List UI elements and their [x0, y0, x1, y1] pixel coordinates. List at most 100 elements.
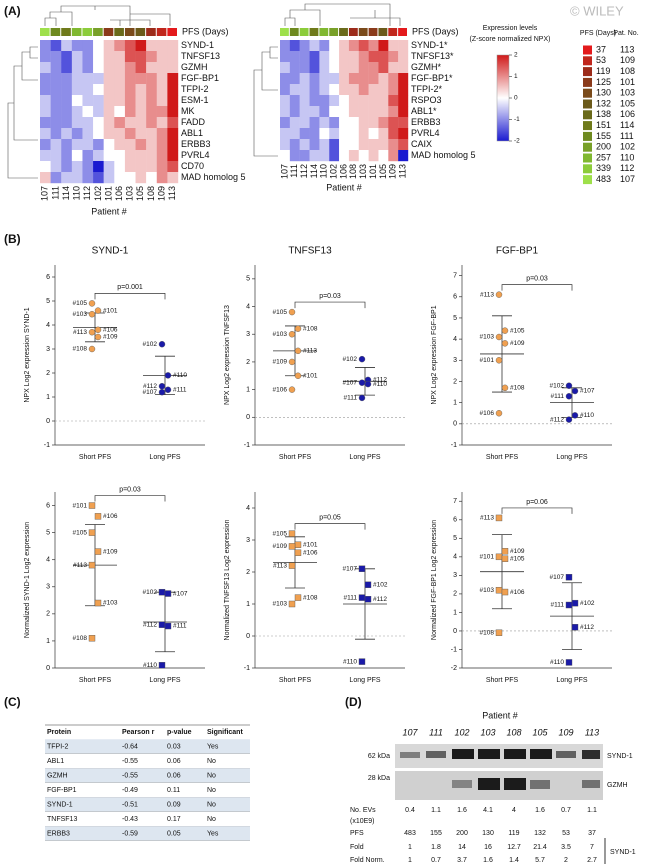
significance-bracket [294, 301, 366, 309]
colorbar-tick-label: 0 [514, 95, 518, 102]
row-label: GZMH* [411, 62, 441, 72]
heatmap-cell [40, 40, 51, 52]
heatmap-cell [93, 73, 104, 85]
heatmap-cell [299, 84, 310, 96]
table-header: Significant [207, 729, 243, 736]
table-cell: No [207, 801, 216, 808]
point-label: #108 [303, 325, 318, 332]
y-tick-label: 0 [453, 421, 457, 428]
x-axis-label: Patient # [326, 182, 362, 192]
point-label: #110 [173, 372, 187, 379]
point-label: #102 [143, 341, 158, 348]
legend-pfs: 257 [596, 152, 611, 162]
y-axis-label: Normalized SYND-1 Log2 expression [24, 522, 31, 638]
row-label: No. EVs [350, 807, 376, 814]
heatmap-cell [71, 128, 83, 140]
x-tick-label: Long PFS [556, 454, 587, 461]
heatmap-cell [329, 117, 340, 129]
heatmap-cell [146, 95, 157, 107]
heatmap-cell [40, 128, 51, 140]
heatmap-cell [339, 73, 350, 85]
heatmap-cell [71, 161, 83, 173]
heatmap-cell [103, 84, 115, 96]
heatmap-cell [329, 150, 340, 162]
point-label: #102 [343, 356, 358, 363]
column-label: 111 [50, 186, 60, 200]
heatmap-cell [358, 117, 369, 129]
heatmap-cell [280, 84, 291, 96]
x-axis-label: Patient # [482, 710, 518, 720]
heatmap-cell [368, 51, 379, 63]
data-point [501, 384, 509, 392]
heatmap-cell [93, 150, 104, 162]
row-label: Fold [350, 844, 364, 851]
heatmap-cell [61, 40, 73, 52]
heatmap-cell [358, 128, 369, 140]
heatmap-cell [358, 73, 369, 85]
point-label: #105 [510, 555, 525, 562]
heatmap-cell [124, 106, 136, 118]
heatmap-cell [368, 139, 379, 151]
heatmap-cell [280, 40, 291, 52]
x-tick-label: Short PFS [79, 454, 112, 461]
column-label: 114 [61, 186, 71, 200]
heatmap-cell [309, 150, 320, 162]
y-tick-label: 3 [46, 584, 50, 591]
heatmap-cell [358, 40, 369, 52]
plot-title: SYND-1 [92, 246, 129, 257]
heatmap-cell [289, 62, 300, 74]
table-header: Protein [47, 729, 71, 736]
table-cell: Yes [207, 743, 219, 750]
data-point [571, 387, 579, 395]
row-value: 21.4 [533, 844, 547, 851]
point-label: #105 [510, 327, 525, 334]
heatmap-cell [50, 106, 62, 118]
data-point [164, 622, 172, 630]
lane-label: 108 [506, 727, 521, 737]
point-label: #102 [373, 582, 388, 589]
row-value: 3.7 [457, 857, 467, 864]
heatmap-cell [378, 150, 389, 162]
heatmap-cell [299, 40, 310, 52]
pfs-color-cell [368, 28, 378, 36]
data-point [94, 307, 102, 314]
column-label: 101 [103, 186, 113, 201]
point-label: #112 [580, 624, 594, 631]
table-cell: TFPI-2 [47, 743, 68, 750]
table-cell: 0.17 [167, 816, 181, 823]
heatmap-cell [329, 51, 340, 63]
heatmap-cell [280, 95, 291, 107]
y-tick-label: 3 [453, 572, 457, 579]
heatmap-cell [280, 150, 291, 162]
point-label: #103 [273, 601, 288, 608]
heatmap-cell [103, 73, 115, 85]
data-point [565, 393, 573, 400]
heatmap-cell [280, 106, 291, 118]
data-point [565, 382, 573, 389]
legend-patient: 110 [620, 152, 634, 162]
significance-bracket [294, 523, 366, 530]
heatmap-cell [40, 95, 51, 107]
heatmap-cell [309, 84, 320, 96]
heatmap-cell [40, 139, 51, 151]
legend-pfs: 53 [596, 55, 606, 65]
heatmap-cell [339, 40, 350, 52]
row-label: ABL1* [411, 106, 437, 116]
heatmap-cell [40, 172, 51, 184]
column-label: 105 [378, 164, 388, 179]
heatmap-cell [103, 106, 115, 118]
y-tick-label: -1 [44, 442, 50, 449]
x-tick-label: Short PFS [279, 454, 312, 461]
pfs-color-cell [61, 28, 71, 36]
heatmap-cell [280, 128, 291, 140]
data-point [495, 333, 503, 341]
row-value: 4.1 [483, 807, 493, 814]
point-label: #113 [73, 329, 87, 336]
heatmap-cell [114, 40, 126, 52]
heatmap-cell [40, 84, 51, 96]
data-point [364, 380, 372, 388]
point-label: #105 [273, 530, 288, 537]
data-point [571, 599, 579, 607]
data-point [571, 624, 579, 631]
data-point [158, 621, 166, 628]
